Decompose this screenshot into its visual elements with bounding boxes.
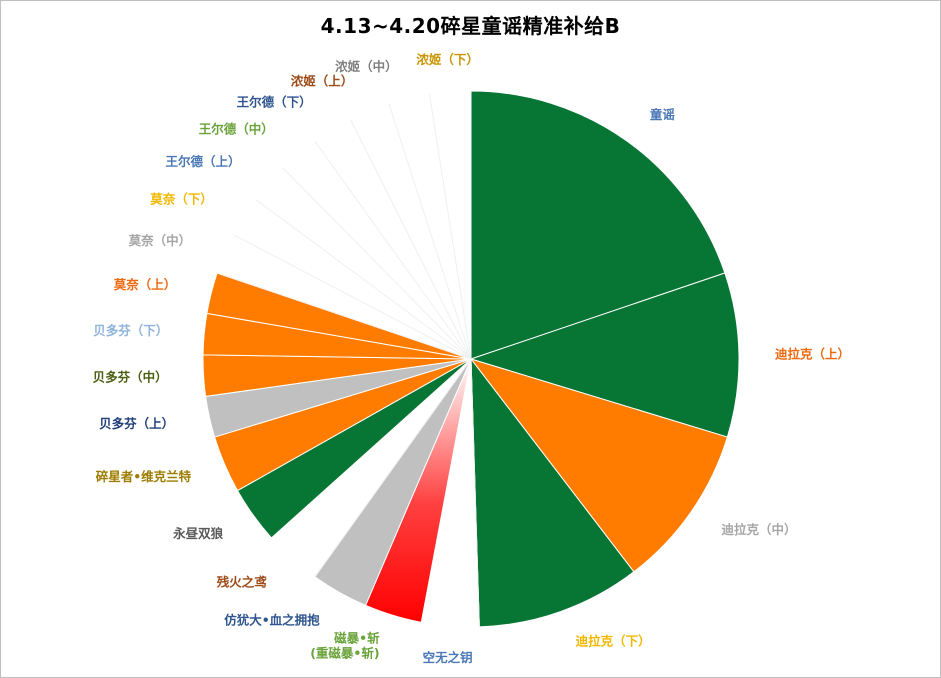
slice-label: 磁暴•斩(重磁暴•斩) [310,630,380,660]
slice-label: 迪拉克（中） [721,522,796,537]
slice-separator [388,103,472,360]
slice-separator [314,358,472,578]
pie-slice [469,358,729,573]
slice-label: 贝多芬（上） [99,416,174,431]
slice-separator [255,199,472,360]
pie-slice [470,90,726,360]
slice-label: 浓姬（中） [335,59,398,74]
slice-label: 迪拉克（上） [775,346,850,361]
slice-label: 贝多芬（中） [93,370,168,385]
slice-label: 永昼双狼 [172,526,224,541]
pie-slice [469,272,740,438]
slice-label: 王尔德（上） [166,154,241,169]
slice-separator [282,167,472,360]
slice-separator [233,234,472,360]
slice-label: 贝多芬（下） [93,323,168,338]
slice-label: 迪拉克（下） [576,634,651,649]
slice-label: 王尔德（中） [199,122,274,137]
slice-label: 莫奈（中） [129,233,192,248]
slice-separator [470,358,480,627]
slice-separator [217,272,472,360]
slice-label: 残火之鸢 [217,574,268,589]
slice-label: 莫奈（上） [114,277,177,292]
slice-separator [428,94,472,360]
slice-label: 仿犹大•血之拥抱 [224,612,320,627]
slice-label: 浓姬（下） [416,52,479,67]
slice-label: 空无之钥 [423,650,473,665]
slice-label: 王尔德（下） [237,94,312,109]
slices-layer [202,90,740,628]
pie-slice [470,357,635,628]
slice-label: 莫奈（下） [150,192,213,207]
chart-title: 4.13~4.20碎星童谣精准补给B [320,14,621,38]
slice-separator [349,119,472,360]
slice-label: 浓姬（上） [291,73,354,88]
slice-separator [314,140,472,360]
slice-label: 童谣 [650,107,676,122]
slice-label: 碎星者•维克兰特 [96,469,192,484]
